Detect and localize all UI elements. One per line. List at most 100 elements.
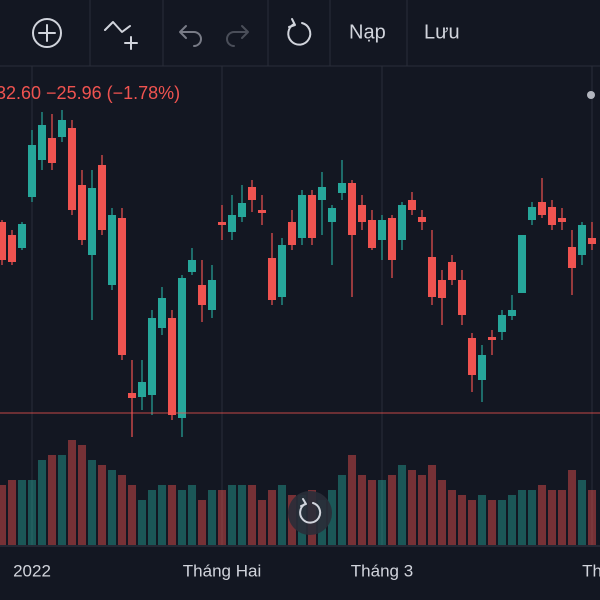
volume-bar	[0, 485, 6, 545]
candle-body	[518, 235, 526, 293]
candle-body	[28, 145, 36, 197]
volume-bar	[508, 495, 516, 545]
volume-bar	[498, 500, 506, 545]
volume-bar	[518, 490, 526, 545]
volume-bar	[268, 490, 276, 545]
toolbar: Nạp Lưu	[0, 0, 600, 67]
candle-body	[188, 260, 196, 272]
volume-bar	[258, 500, 266, 545]
candle-body	[438, 280, 446, 298]
candle-body	[488, 337, 496, 340]
volume-bar	[188, 485, 196, 545]
load-button[interactable]: Nạp	[349, 21, 386, 43]
candle-body	[418, 217, 426, 222]
volume-bar	[378, 480, 386, 545]
volume-bar	[158, 485, 166, 545]
candle-body	[468, 338, 476, 375]
candle-body	[398, 205, 406, 240]
legend-text: 32.60 −25.96 (−1.78%)	[0, 83, 180, 103]
volume-bar	[278, 485, 286, 545]
candle-body	[268, 258, 276, 300]
candle-body	[118, 218, 126, 355]
volume-bar	[388, 475, 396, 545]
volume-bar	[238, 485, 246, 545]
volume-bar	[408, 470, 416, 545]
volume-bar	[198, 500, 206, 545]
candle-body	[568, 247, 576, 268]
volume-bar	[78, 445, 86, 545]
candle-body	[478, 355, 486, 380]
volume-bar	[88, 460, 96, 545]
candle-body	[298, 195, 306, 238]
volume-bar	[178, 490, 186, 545]
candle-body	[338, 183, 346, 193]
candle-body	[548, 207, 556, 225]
reset-button[interactable]	[287, 18, 312, 46]
volume-bar	[328, 490, 336, 545]
redo-button[interactable]	[226, 25, 249, 47]
candle-body	[238, 203, 246, 217]
x-tick-label: 2022	[13, 561, 51, 580]
volume-bar	[38, 460, 46, 545]
candle-body	[448, 262, 456, 280]
scroll-reset-button[interactable]	[288, 491, 332, 535]
volume-bar	[68, 440, 76, 545]
candle-body	[428, 257, 436, 297]
candle-body	[308, 195, 316, 238]
candle-body	[198, 285, 206, 305]
volume-bar	[558, 490, 566, 545]
candle-body	[508, 310, 516, 316]
volume-bar	[108, 470, 116, 545]
volume-bar	[538, 485, 546, 545]
candle-body	[68, 128, 76, 210]
volume-bar	[8, 480, 16, 545]
volume-bar	[48, 455, 56, 545]
volume-bar	[218, 490, 226, 545]
undo-button[interactable]	[179, 25, 202, 47]
candle-body	[358, 205, 366, 222]
candle-body	[378, 220, 386, 240]
volume-bar	[138, 500, 146, 545]
candle-body	[498, 315, 506, 332]
candle-body	[538, 202, 546, 215]
candle-body	[588, 238, 596, 244]
candle-body	[8, 235, 16, 262]
add-button[interactable]	[32, 18, 62, 48]
indicator-button[interactable]	[104, 21, 138, 50]
volume-bar	[128, 485, 136, 545]
candle-body	[78, 185, 86, 240]
volume-bar	[148, 490, 156, 545]
volume-bar	[438, 480, 446, 545]
candle-body	[168, 318, 176, 415]
volume-bar	[358, 475, 366, 545]
volume-bar	[98, 465, 106, 545]
save-button[interactable]: Lưu	[424, 21, 460, 43]
candle-body	[88, 188, 96, 255]
volume-bar	[18, 480, 26, 545]
candle-body	[388, 218, 396, 260]
candle-body	[228, 215, 236, 232]
volume-bar	[338, 475, 346, 545]
x-tick-label: Tháng Hai	[183, 561, 261, 580]
volume-bar	[368, 480, 376, 545]
volume-bar	[418, 475, 426, 545]
status-dot	[587, 91, 595, 99]
chart: 2022 Tháng Hai Tháng 3 Th	[0, 66, 600, 580]
volume-bar	[348, 455, 356, 545]
volume-bar	[168, 485, 176, 545]
candle-body	[318, 187, 326, 200]
candle-body	[128, 393, 136, 398]
volume-bar	[58, 455, 66, 545]
volume-bar	[28, 480, 36, 545]
volume-bar	[568, 470, 576, 545]
volume-bar	[398, 465, 406, 545]
volume-bar	[478, 495, 486, 545]
volume-bar	[428, 465, 436, 545]
candle-body	[368, 220, 376, 248]
candle-body	[348, 183, 356, 235]
candle-body	[108, 215, 116, 285]
volume-bar	[458, 495, 466, 545]
candle-body	[208, 280, 216, 310]
toolbar-bg	[0, 0, 600, 66]
